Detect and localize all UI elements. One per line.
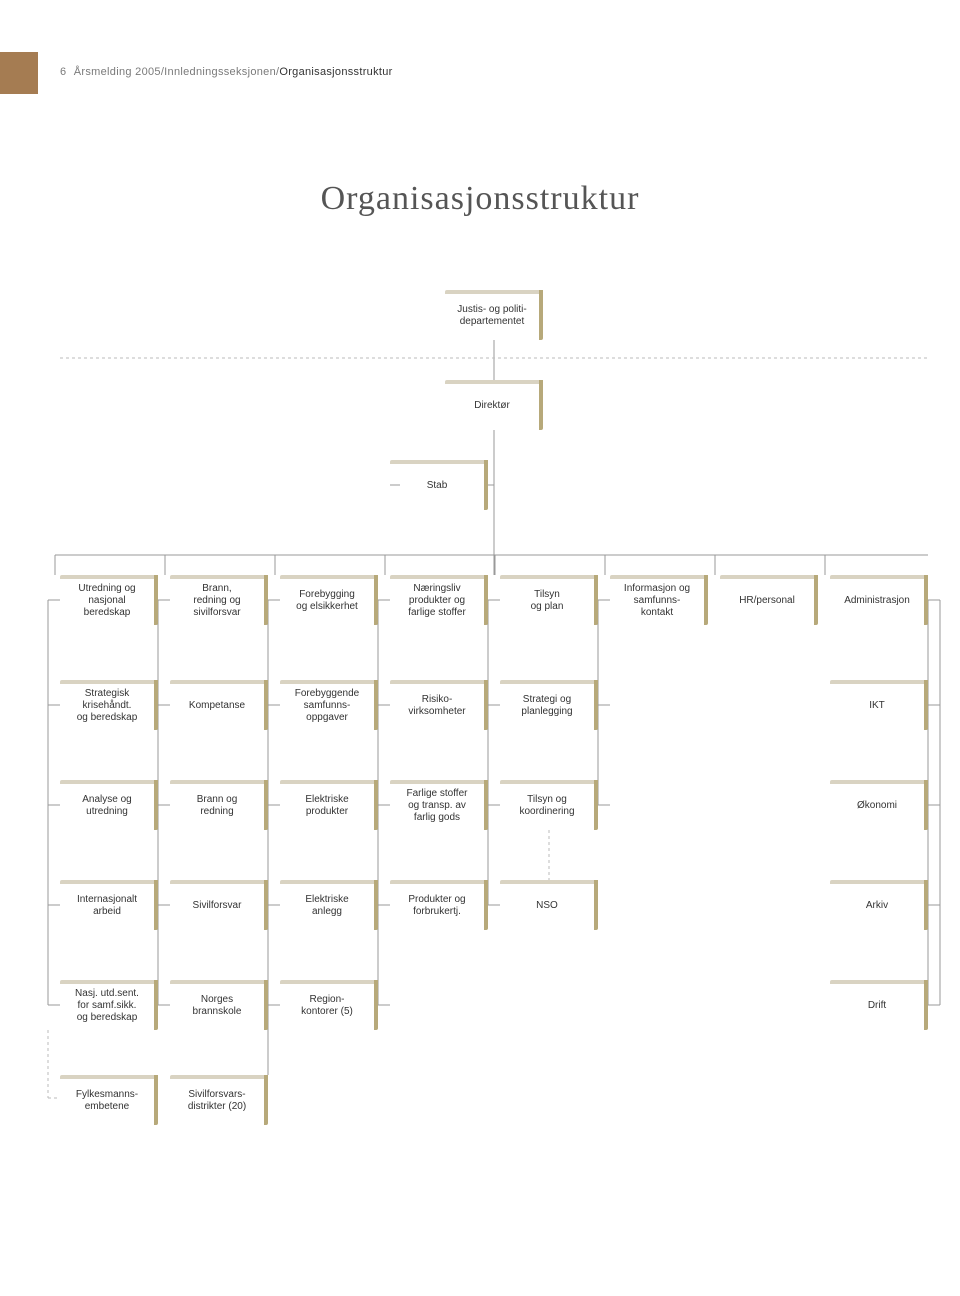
org-node-r5c0: Nasj. utd.sent.for samf.sikk.og beredska… [60, 980, 158, 1030]
org-node-r5c7: Drift [830, 980, 928, 1030]
org-node-r3c7: Økonomi [830, 780, 928, 830]
org-node-r1c2: Forebyggingog elsikkerhet [280, 575, 378, 625]
org-node-label: Forebyggendesamfunns-oppgaver [291, 684, 368, 726]
org-node-r1c6: HR/personal [720, 575, 818, 625]
org-node-label: Økonomi [853, 796, 905, 814]
org-node-label: Sivilforsvar [189, 896, 250, 914]
org-node-r2c4: Strategi ogplanlegging [500, 680, 598, 730]
org-node-r4c0: Internasjonaltarbeid [60, 880, 158, 930]
org-node-label: Kompetanse [185, 696, 253, 714]
org-node-label: Norgesbrannskole [189, 990, 250, 1020]
org-node-label: Elektriskeprodukter [301, 790, 356, 820]
org-node-label: Produkter ogforbrukertj. [404, 890, 473, 920]
org-node-r2c1: Kompetanse [170, 680, 268, 730]
org-node-label: Strategiskkrisehåndt.og beredskap [73, 684, 146, 726]
org-node-label: Fylkesmanns-embetene [72, 1085, 146, 1115]
org-node-r4c4: NSO [500, 880, 598, 930]
org-node-r1c3: Næringslivprodukter ogfarlige stoffer [390, 575, 488, 625]
org-node-director: Direktør [445, 380, 543, 430]
org-node-label: Internasjonaltarbeid [73, 890, 145, 920]
org-node-r5c1: Norgesbrannskole [170, 980, 268, 1030]
org-node-label: Stab [423, 476, 456, 494]
org-node-staff: Stab [390, 460, 488, 510]
org-node-label: Analyse ogutredning [78, 790, 139, 820]
org-node-label: Utredning ognasjonalberedskap [74, 579, 143, 621]
org-node-label: Arkiv [862, 896, 896, 914]
org-node-r2c7: IKT [830, 680, 928, 730]
org-node-label: Elektriskeanlegg [301, 890, 356, 920]
org-node-label: Justis- og politi-departementet [453, 300, 534, 330]
org-node-r1c7: Administrasjon [830, 575, 928, 625]
org-node-label: Strategi ogplanlegging [517, 690, 580, 720]
org-node-r3c4: Tilsyn ogkoordinering [500, 780, 598, 830]
org-node-r4c1: Sivilforsvar [170, 880, 268, 930]
org-node-r1c0: Utredning ognasjonalberedskap [60, 575, 158, 625]
org-node-label: IKT [865, 696, 893, 714]
org-node-label: Administrasjon [840, 591, 918, 609]
org-node-r5c2: Region-kontorer (5) [280, 980, 378, 1030]
org-node-r2c2: Forebyggendesamfunns-oppgaver [280, 680, 378, 730]
org-node-top: Justis- og politi-departementet [445, 290, 543, 340]
org-node-label: Næringslivprodukter ogfarlige stoffer [404, 579, 474, 621]
org-node-label: Nasj. utd.sent.for samf.sikk.og beredska… [71, 984, 147, 1026]
org-node-label: Tilsynog plan [527, 585, 572, 615]
org-node-r3c2: Elektriskeprodukter [280, 780, 378, 830]
org-node-r1c4: Tilsynog plan [500, 575, 598, 625]
org-node-label: Forebyggingog elsikkerhet [292, 585, 366, 615]
org-node-r6c1: Sivilforsvars-distrikter (20) [170, 1075, 268, 1125]
org-node-r3c3: Farlige stofferog transp. avfarlig gods [390, 780, 488, 830]
org-node-label: HR/personal [735, 591, 803, 609]
org-node-label: Sivilforsvars-distrikter (20) [184, 1085, 254, 1115]
org-node-label: Tilsyn ogkoordinering [515, 790, 582, 820]
org-node-r4c7: Arkiv [830, 880, 928, 930]
org-node-r2c0: Strategiskkrisehåndt.og beredskap [60, 680, 158, 730]
org-node-label: Region-kontorer (5) [297, 990, 361, 1020]
org-node-r4c2: Elektriskeanlegg [280, 880, 378, 930]
org-node-label: Risiko-virksomheter [404, 690, 473, 720]
org-node-label: Farlige stofferog transp. avfarlig gods [403, 784, 476, 826]
org-node-label: Informasjon ogsamfunns-kontakt [620, 579, 698, 621]
org-node-r6c0: Fylkesmanns-embetene [60, 1075, 158, 1125]
org-node-label: Direktør [470, 396, 518, 414]
org-node-r3c1: Brann ogredning [170, 780, 268, 830]
org-node-label: Brann,redning ogsivilforsvar [189, 579, 248, 621]
org-node-r4c3: Produkter ogforbrukertj. [390, 880, 488, 930]
org-node-label: Brann ogredning [193, 790, 246, 820]
org-node-r2c3: Risiko-virksomheter [390, 680, 488, 730]
org-node-r3c0: Analyse ogutredning [60, 780, 158, 830]
org-node-r1c5: Informasjon ogsamfunns-kontakt [610, 575, 708, 625]
org-node-label: NSO [532, 896, 566, 914]
org-node-r1c1: Brann,redning ogsivilforsvar [170, 575, 268, 625]
org-node-label: Drift [864, 996, 894, 1014]
